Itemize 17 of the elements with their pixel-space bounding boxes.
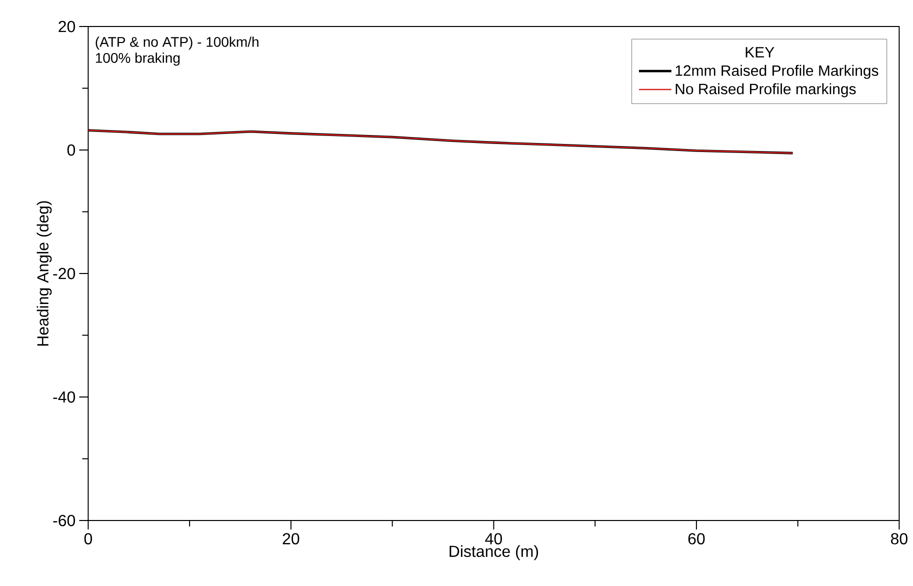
text: 100% braking	[96, 52, 180, 66]
y-tick-label: 20	[58, 20, 76, 32]
y-tick-label: 0	[67, 144, 76, 156]
text: (ATP & no ATP) - 100km/h	[96, 36, 258, 50]
legend-label: No Raised Profile markings	[676, 83, 856, 98]
y-axis-title: Heading Angle (deg)	[36, 201, 52, 346]
x-tick-label: 0	[84, 533, 92, 544]
legend-title: KEY	[746, 47, 774, 58]
y-tick-label: -20	[53, 268, 76, 280]
x-tick-label: 40	[485, 533, 502, 544]
y-tick-label: -60	[53, 514, 76, 526]
x-tick-label: 60	[688, 533, 705, 544]
legend-label: 12mm Raised Profile Markings	[676, 64, 878, 79]
y-tick-label: -40	[53, 391, 76, 403]
x-tick-label: 20	[282, 533, 300, 544]
x-axis-title: Distance (m)	[450, 545, 538, 560]
x-tick-label: 80	[890, 533, 908, 544]
